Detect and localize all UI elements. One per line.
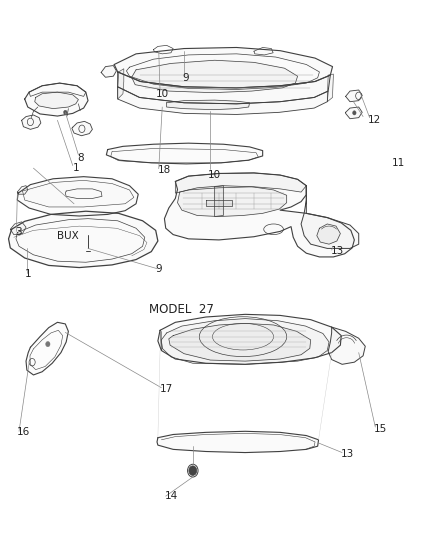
Polygon shape [317, 224, 340, 244]
Polygon shape [161, 319, 329, 365]
Polygon shape [346, 107, 362, 119]
Circle shape [46, 342, 50, 347]
Polygon shape [301, 185, 359, 248]
Polygon shape [21, 115, 41, 130]
Polygon shape [101, 66, 117, 77]
Polygon shape [22, 180, 134, 207]
Polygon shape [17, 176, 138, 216]
Polygon shape [164, 173, 354, 257]
Text: 10: 10 [155, 88, 169, 99]
Polygon shape [25, 83, 88, 116]
Polygon shape [114, 47, 332, 88]
Polygon shape [35, 92, 78, 109]
Polygon shape [175, 173, 306, 193]
Polygon shape [346, 90, 362, 102]
Text: 11: 11 [392, 158, 405, 168]
Text: 8: 8 [77, 152, 84, 163]
Text: 1: 1 [25, 270, 32, 279]
Polygon shape [132, 60, 297, 93]
Circle shape [189, 466, 197, 475]
Text: 9: 9 [155, 264, 162, 274]
Polygon shape [72, 122, 92, 136]
Text: 16: 16 [17, 427, 31, 438]
Polygon shape [26, 322, 68, 375]
Polygon shape [11, 222, 26, 235]
Text: 10: 10 [208, 170, 221, 180]
Polygon shape [118, 72, 330, 104]
Circle shape [353, 111, 356, 115]
Polygon shape [327, 74, 333, 102]
Text: BUX: BUX [57, 231, 79, 241]
Text: 1: 1 [73, 163, 79, 173]
Text: 13: 13 [341, 449, 354, 458]
Polygon shape [158, 314, 341, 365]
Polygon shape [118, 87, 328, 115]
Text: 14: 14 [164, 491, 178, 501]
Polygon shape [169, 324, 311, 361]
Polygon shape [17, 185, 28, 194]
Polygon shape [328, 327, 365, 365]
Text: 12: 12 [367, 115, 381, 125]
Polygon shape [166, 100, 250, 110]
Text: 15: 15 [374, 424, 387, 434]
Polygon shape [177, 185, 287, 216]
Circle shape [64, 110, 67, 115]
Text: 17: 17 [160, 384, 173, 394]
Text: 3: 3 [14, 227, 21, 237]
Text: 13: 13 [330, 246, 343, 255]
Polygon shape [215, 185, 223, 216]
Polygon shape [106, 143, 263, 164]
Text: 9: 9 [182, 73, 188, 83]
Polygon shape [157, 431, 318, 453]
Text: MODEL  27: MODEL 27 [149, 303, 214, 316]
Text: 18: 18 [158, 165, 171, 175]
Polygon shape [9, 211, 158, 268]
Polygon shape [206, 199, 232, 206]
Polygon shape [118, 69, 124, 99]
